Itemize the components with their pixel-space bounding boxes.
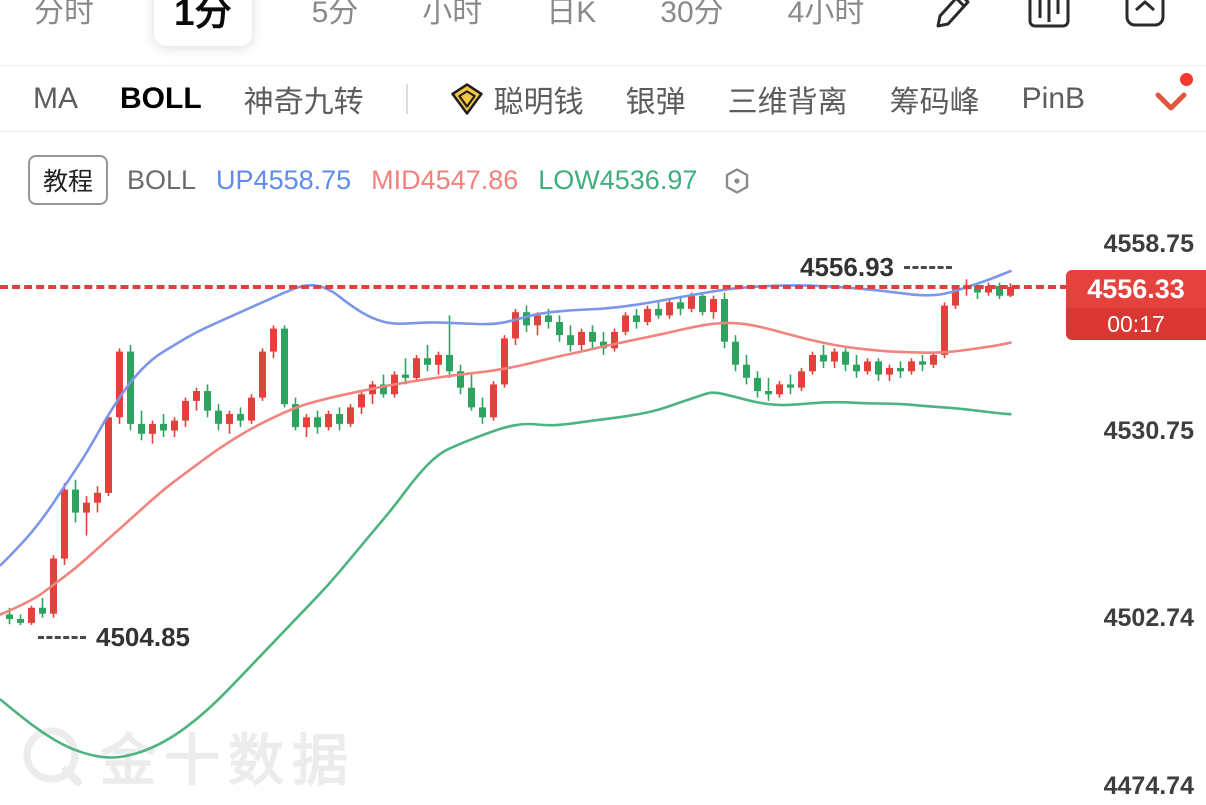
timeframe-tab-2[interactable]: 5分 [311, 0, 359, 29]
dash-marker [38, 636, 86, 639]
indicator-tab-label: PinB [1021, 81, 1086, 115]
notification-dot [1180, 73, 1193, 86]
y-axis-label: 4502.74 [1103, 604, 1194, 632]
last-price-value: 4556.33 [1066, 270, 1206, 308]
timeframe-tab-1[interactable]: 1分 [154, 0, 252, 46]
y-axis-label: 4474.74 [1103, 772, 1194, 800]
draw-icon[interactable] [930, 0, 976, 30]
legend-mid-value: MID4547.86 [371, 165, 519, 195]
chart-style-icon[interactable] [1026, 0, 1072, 30]
indicator-bar: MA BOLL 神奇九转 聪明钱 银弹 三维背离 筹码峰 PinB [0, 66, 1206, 132]
legend-low-value: LOW4536.97 [538, 165, 698, 195]
session-low-value: 4504.85 [96, 622, 190, 652]
indicator-tabs: MA BOLL 神奇九转 聪明钱 银弹 三维背离 筹码峰 PinB [33, 66, 1085, 131]
timeframe-tab-6[interactable]: 4小时 [787, 0, 865, 29]
panels-icon[interactable] [1122, 0, 1168, 30]
tutorial-button[interactable]: 教程 [28, 155, 109, 205]
indicator-tab-2[interactable]: 神奇九转 [244, 77, 364, 121]
last-price-line [0, 285, 1068, 289]
indicator-tab-label: 聪明钱 [493, 85, 584, 119]
legend-indicator-name: BOLL [127, 165, 197, 195]
timeframe-tabs: 分时 1分 5分 小时 日K 30分 4小时 [30, 0, 868, 48]
timeframe-tab-4[interactable]: 日K [546, 0, 597, 29]
legend-up-value: UP4558.75 [216, 165, 352, 195]
timeframe-tab-5[interactable]: 30分 [660, 0, 724, 29]
timeframe-tab-3[interactable]: 小时 [422, 0, 483, 29]
y-axis-label: 4530.75 [1103, 417, 1194, 445]
annotation-session-low: 4504.85 [28, 622, 190, 653]
watermark-text: 金十数据 [100, 729, 356, 792]
indicator-tab-label: 三维背离 [727, 85, 848, 119]
dash-marker [903, 266, 952, 269]
divider [405, 83, 408, 114]
indicator-tab-0[interactable]: MA [33, 82, 78, 116]
indicator-tab-1[interactable]: BOLL [120, 82, 202, 116]
topbar-icons [930, 0, 1168, 30]
indicator-tab-5[interactable]: 银弹 [626, 77, 686, 121]
boll-legend: BOLL UP4558.75 MID4547.86 LOW4536.97 [127, 165, 751, 196]
indicator-tab-8[interactable]: PinB [1022, 82, 1085, 116]
recent-high-value: 4556.93 [800, 252, 894, 282]
annotation-recent-high: 4556.93 [800, 252, 962, 283]
chevron-down-icon[interactable] [1154, 92, 1188, 117]
indicator-tab-label: MA [33, 81, 78, 115]
indicator-tab-label: 银弹 [625, 85, 686, 119]
gem-icon [450, 82, 483, 115]
jin10-logo-icon [23, 727, 82, 786]
candle-countdown: 00:17 [1066, 308, 1206, 340]
last-price-badge: 4556.33 00:17 [1066, 270, 1206, 340]
indicator-tab-label: BOLL [120, 81, 202, 115]
timeframe-tab-0[interactable]: 分时 [34, 0, 94, 29]
indicator-tab-label: 神奇九转 [243, 85, 364, 119]
indicator-tab-label: 筹码峰 [889, 85, 980, 119]
indicator-settings-icon[interactable] [723, 167, 751, 195]
indicator-tab-4[interactable]: 聪明钱 [450, 77, 584, 121]
jin10-watermark: 金十数据 [22, 716, 356, 797]
indicator-tab-6[interactable]: 三维背离 [728, 77, 848, 121]
y-axis-label: 4558.75 [1103, 230, 1194, 258]
timeframe-bar: 分时 1分 5分 小时 日K 30分 4小时 [0, 0, 1206, 66]
indicator-tab-7[interactable]: 筹码峰 [890, 77, 980, 121]
